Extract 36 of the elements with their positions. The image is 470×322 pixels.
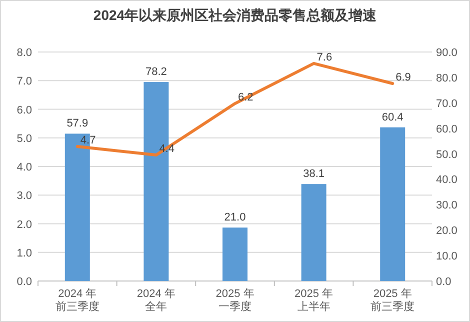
y2-tick-label: 30.0	[436, 200, 458, 212]
y-tick-label: 4.0	[16, 162, 32, 174]
data-label: 7.6	[316, 51, 332, 64]
y2-tick-label: 0.0	[436, 276, 452, 288]
y-tick-label: 2.0	[16, 218, 32, 231]
data-label: 38.1	[303, 168, 325, 180]
y2-tick-label: 60.0	[436, 123, 458, 136]
y2-tick-label: 90.0	[436, 47, 458, 59]
y-tick-label: 0.0	[16, 276, 32, 288]
data-label: 60.4	[382, 111, 404, 124]
y2-tick-label: 20.0	[436, 225, 458, 238]
data-label: 57.9	[66, 118, 88, 130]
y-tick-label: 3.0	[16, 190, 32, 202]
x-tick-label: 2025 年上半年	[294, 288, 334, 313]
x-tick-label: 2024 年全年	[136, 288, 176, 313]
x-tick-label: 2025 年一季度	[216, 288, 254, 313]
data-label: 6.9	[396, 71, 411, 84]
bar	[222, 228, 248, 281]
y2-tick-label: 70.0	[436, 98, 458, 110]
x-tick-label: 2025 年前三季度	[370, 288, 415, 313]
chart-title: 2024年以来原州区社会消费品零售总额及增速	[93, 7, 378, 23]
y2-tick-label: 10.0	[436, 250, 458, 263]
y2-tick-label: 80.0	[436, 72, 458, 84]
bar	[380, 127, 406, 281]
y-tick-label: 7.0	[16, 76, 32, 88]
y-tick-label: 8.0	[16, 47, 32, 59]
bar	[301, 184, 326, 281]
y-tick-label: 1.0	[16, 247, 32, 260]
data-label: 78.2	[145, 66, 167, 78]
data-label: 21.0	[224, 212, 246, 224]
data-label: 4.4	[159, 143, 174, 156]
y2-tick-label: 40.0	[436, 174, 458, 186]
y2-tick-label: 50.0	[436, 148, 458, 161]
x-tick-label: 2024 年前三季度	[55, 288, 100, 313]
y-tick-label: 6.0	[16, 104, 32, 116]
y-tick-label: 5.0	[16, 132, 32, 145]
